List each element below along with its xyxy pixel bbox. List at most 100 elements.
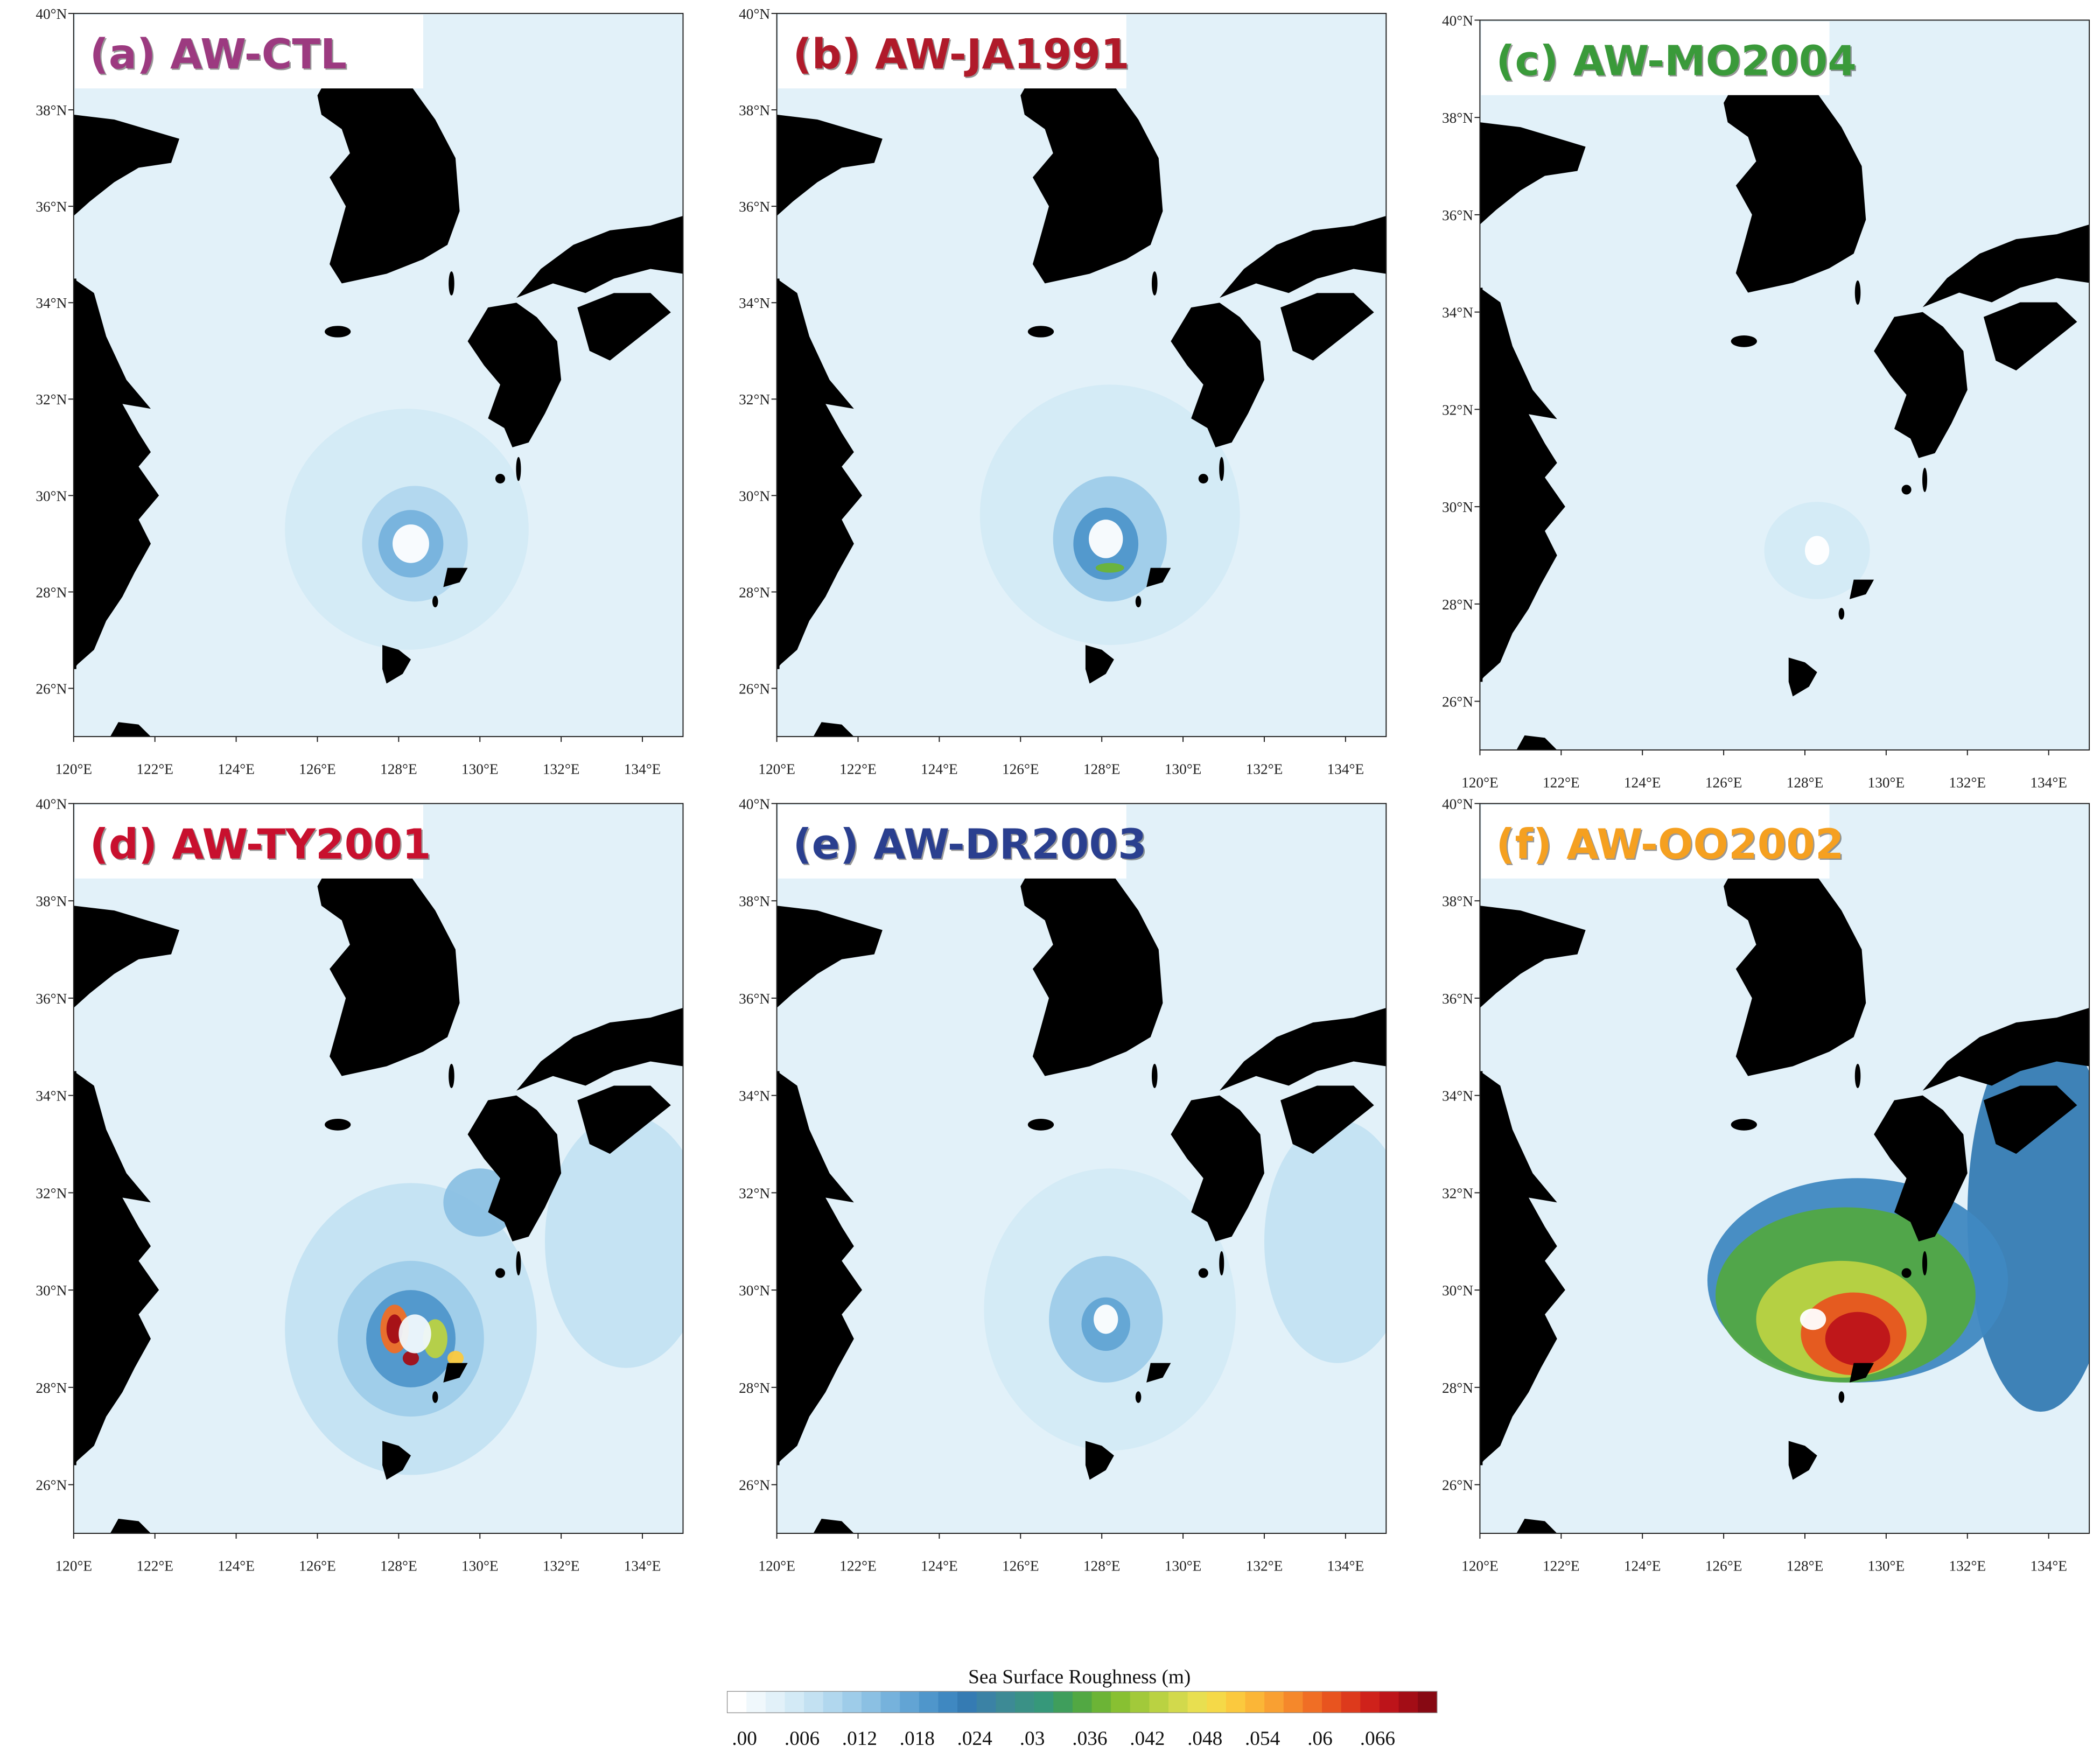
lat-tick-label: 32°N bbox=[36, 1185, 67, 1201]
land bbox=[1480, 288, 1565, 682]
land bbox=[1085, 1441, 1114, 1480]
lat-tick-label: 40°N bbox=[1442, 12, 1473, 29]
land bbox=[1480, 288, 1483, 682]
lon-tick-label: 132°E bbox=[1246, 1558, 1283, 1574]
lat-tick-label: 30°N bbox=[739, 488, 770, 504]
roughness-field bbox=[1089, 520, 1123, 558]
colorbar-swatch bbox=[1034, 1691, 1054, 1713]
land bbox=[467, 303, 562, 447]
island bbox=[1901, 485, 1912, 495]
land bbox=[776, 906, 883, 1008]
land bbox=[73, 1071, 76, 1465]
land bbox=[1922, 224, 2090, 307]
lat-tick-label: 34°N bbox=[739, 1088, 770, 1104]
land bbox=[467, 1095, 562, 1242]
lat-tick-label: 28°N bbox=[1442, 597, 1473, 613]
colorbar-swatch bbox=[746, 1691, 766, 1713]
island bbox=[1731, 335, 1757, 347]
roughness-field bbox=[1825, 1312, 1891, 1366]
colorbar-swatch bbox=[727, 1691, 747, 1713]
island bbox=[495, 474, 506, 483]
lat-tick-label: 28°N bbox=[739, 1380, 770, 1396]
land bbox=[1146, 567, 1171, 587]
lon-tick-label: 128°E bbox=[1787, 1558, 1824, 1574]
panel-frame bbox=[1479, 19, 2090, 751]
land bbox=[382, 1441, 411, 1480]
land bbox=[776, 1071, 863, 1465]
lon-tick-label: 122°E bbox=[1543, 1558, 1580, 1574]
lat-tick-label: 26°N bbox=[1442, 1477, 1473, 1493]
lon-tick-label: 126°E bbox=[1002, 761, 1039, 777]
land bbox=[1280, 1085, 1374, 1154]
lon-tick-label: 122°E bbox=[839, 761, 877, 777]
land bbox=[73, 906, 180, 1008]
lon-tick-label: 120°E bbox=[55, 1558, 92, 1574]
lon-tick-label: 128°E bbox=[1083, 1558, 1121, 1574]
map-panel: 40°N 38°N 36°N 34°N 32°N 30°N 28°N 26°N 120°E 122… bbox=[36, 796, 684, 1574]
colorbar-label: .00 bbox=[732, 1728, 757, 1750]
lat-tick-label: 34°N bbox=[739, 295, 770, 311]
land bbox=[1849, 579, 1874, 599]
island bbox=[1198, 474, 1208, 483]
map-area bbox=[73, 803, 683, 1533]
colorbar-swatch bbox=[919, 1691, 939, 1713]
map-panel: 40°N 38°N 36°N 34°N 32°N 30°N 28°N 26°N 120°E 122… bbox=[739, 6, 1387, 777]
lon-tick-label: 130°E bbox=[461, 1558, 499, 1574]
title-box bbox=[75, 804, 423, 879]
lat-tick-label: 32°N bbox=[36, 391, 67, 408]
colorbar-label: .036 bbox=[1072, 1728, 1107, 1750]
land bbox=[1219, 1007, 1387, 1091]
panel-title-shadow: (a) AW-CTL bbox=[91, 31, 348, 80]
colorbar-swatch bbox=[1398, 1691, 1418, 1713]
island bbox=[1219, 457, 1224, 481]
lat-tick-label: 36°N bbox=[1442, 991, 1473, 1007]
land bbox=[1724, 866, 1866, 1076]
island bbox=[1854, 1063, 1861, 1089]
colorbar-swatch bbox=[1341, 1691, 1361, 1713]
land bbox=[577, 1085, 671, 1154]
lon-tick-label: 132°E bbox=[543, 1558, 580, 1574]
land bbox=[1085, 644, 1114, 684]
lat-tick-label: 26°N bbox=[36, 1477, 67, 1493]
land bbox=[1788, 657, 1817, 697]
lon-tick-label: 130°E bbox=[1165, 761, 1202, 777]
island bbox=[1838, 1391, 1845, 1403]
island bbox=[1151, 1063, 1158, 1089]
lon-tick-label: 126°E bbox=[1002, 1558, 1039, 1574]
lat-tick-label: 30°N bbox=[36, 488, 67, 504]
land bbox=[1219, 216, 1387, 298]
lon-tick-label: 126°E bbox=[1705, 775, 1742, 791]
panel-frame bbox=[73, 12, 684, 738]
land bbox=[1983, 302, 2077, 371]
land bbox=[1171, 303, 1264, 447]
lat-tick-label: 40°N bbox=[36, 6, 67, 22]
lat-tick-label: 34°N bbox=[1442, 305, 1473, 321]
island bbox=[449, 1063, 454, 1089]
land bbox=[1724, 83, 1866, 293]
colorbar-swatch bbox=[1264, 1691, 1284, 1713]
island bbox=[1135, 1391, 1142, 1403]
land bbox=[1480, 1071, 1483, 1465]
land bbox=[110, 1518, 151, 1533]
map-area bbox=[1480, 20, 2090, 750]
panel-frame bbox=[776, 12, 1387, 738]
lon-tick-label: 124°E bbox=[1624, 775, 1661, 791]
land bbox=[776, 115, 883, 216]
lat-tick-label: 40°N bbox=[36, 796, 67, 812]
lon-tick-label: 126°E bbox=[299, 761, 336, 777]
lat-tick-label: 40°N bbox=[1442, 796, 1473, 812]
panel-title: (f) AW-OO2002 bbox=[1496, 820, 1844, 868]
lat-tick-label: 36°N bbox=[739, 199, 770, 215]
lat-tick-label: 32°N bbox=[1442, 1185, 1473, 1201]
colorbar-swatch bbox=[938, 1691, 958, 1713]
land bbox=[1171, 1095, 1264, 1242]
lat-tick-label: 30°N bbox=[36, 1282, 67, 1299]
lat-tick-label: 38°N bbox=[36, 893, 67, 909]
lon-tick-label: 120°E bbox=[758, 1558, 795, 1574]
island bbox=[495, 1268, 506, 1278]
title-box bbox=[1481, 21, 1830, 95]
colorbar-label: .042 bbox=[1130, 1728, 1165, 1750]
map-panel: 40°N 38°N 36°N 34°N 32°N 30°N 28°N 26°N 120°E 122… bbox=[1442, 796, 2090, 1574]
island bbox=[1922, 467, 1928, 492]
colorbar-swatch bbox=[1091, 1691, 1111, 1713]
